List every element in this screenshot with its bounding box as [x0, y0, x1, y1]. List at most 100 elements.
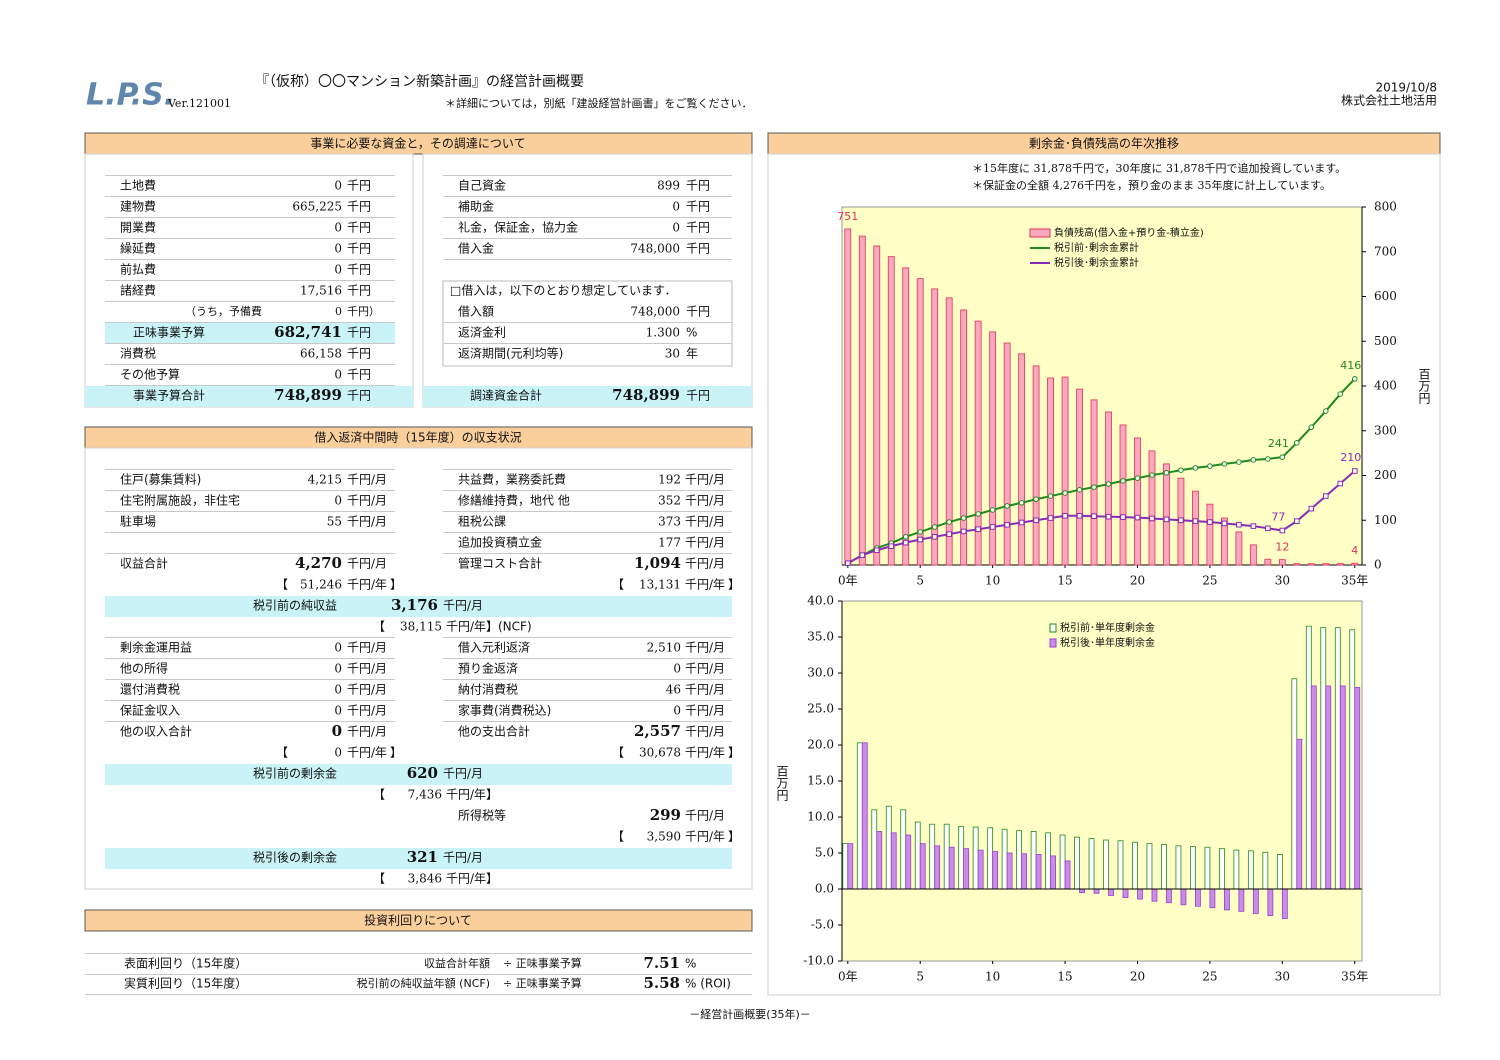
point: [975, 511, 981, 517]
annual-value: 13,131: [639, 578, 681, 592]
bar: [847, 843, 854, 890]
bar: [1235, 531, 1243, 566]
point: [1178, 467, 1184, 473]
row-unit: 千円/月: [347, 515, 387, 529]
section-heading: 剰余金･負債残高の年次推移: [1029, 136, 1179, 151]
annual-unit: 千円/年: [685, 578, 725, 592]
row-value: 2,557: [634, 722, 681, 740]
point: [931, 524, 938, 530]
point: [1120, 478, 1126, 484]
bar: [1267, 888, 1274, 917]
point: [931, 534, 938, 540]
bar: [842, 843, 849, 890]
point: [1062, 512, 1068, 519]
row-value: 17,516: [300, 284, 342, 298]
row-label: 開業費: [120, 220, 156, 235]
point: [1250, 457, 1257, 463]
bracket: 】(NCF): [486, 620, 532, 634]
row-unit: 千円/月: [685, 683, 725, 697]
bar: [1247, 850, 1254, 890]
point: [873, 547, 880, 554]
row-unit: 千円/月: [347, 662, 387, 676]
row-value: 0: [334, 641, 342, 655]
row-value: 748,000: [630, 242, 680, 256]
row-unit: 千円/月: [685, 536, 725, 550]
row-value: 0: [334, 368, 342, 382]
bracket: 】: [486, 788, 498, 802]
row-unit: 千円/月: [443, 851, 483, 865]
row-value: 55: [327, 515, 342, 529]
y-tick-label: -5.0: [811, 918, 834, 932]
bar: [1307, 563, 1315, 566]
bar: [1351, 562, 1359, 566]
row-unit: 千円: [686, 305, 710, 319]
row-label: 共益費，業務委託費: [458, 472, 566, 487]
row-value: 352: [658, 494, 681, 508]
bar: [1045, 832, 1051, 890]
bar: [945, 297, 953, 566]
point: [1279, 454, 1286, 460]
row-unit: 千円/月: [685, 473, 725, 487]
row-label: 土地費: [120, 178, 156, 193]
yield-op: ÷ 正味事業予算: [503, 956, 582, 970]
x-tick-label: 30: [1275, 574, 1290, 588]
row-label: 保証金収入: [120, 703, 180, 718]
row-label: 調達資金合計: [470, 388, 542, 403]
x-tick-label: 35年: [1341, 574, 1368, 588]
bar: [1122, 888, 1129, 899]
legend-label: 税引後･単年度剰余金: [1060, 636, 1155, 649]
row-value: 0: [673, 704, 681, 718]
bar: [974, 320, 982, 566]
bar: [1035, 854, 1042, 890]
bar: [1047, 377, 1054, 566]
bar: [1296, 738, 1303, 890]
point: [1091, 513, 1097, 520]
annual-unit: 千円/年: [685, 830, 725, 844]
row-unit: 千円: [347, 284, 371, 298]
row-label: 他の支出合計: [458, 724, 530, 739]
chart-note: ＊15年度に 31,878千円で，30年度に 31,878千円で追加投資していま…: [972, 161, 1346, 175]
row-value: 0: [334, 263, 342, 277]
bar: [934, 845, 941, 890]
bar: [1223, 888, 1230, 911]
bracket: 【: [612, 830, 624, 844]
row-unit: 千円/月: [347, 683, 387, 697]
bar: [1134, 437, 1141, 566]
point: [1105, 481, 1112, 487]
row-label: 管理コスト合計: [458, 556, 542, 571]
point: [1322, 493, 1329, 499]
row-value: 321: [407, 848, 438, 866]
yield-unit: % (ROI): [685, 977, 731, 991]
bar: [963, 848, 970, 890]
bar: [1325, 685, 1332, 890]
point: [917, 536, 924, 543]
row-unit: 千円/月: [347, 641, 387, 655]
bar: [1175, 845, 1182, 890]
company: 株式会社土地活用: [1341, 93, 1437, 108]
point: [1149, 515, 1155, 522]
point: [1033, 517, 1039, 524]
bar: [1090, 399, 1098, 566]
annual-unit: 千円/年: [347, 746, 387, 760]
loan-box: [442, 280, 733, 367]
bar: [1151, 888, 1158, 902]
yield-unit: %: [685, 957, 696, 971]
row-value: 4,270: [295, 554, 342, 572]
yield-label: 表面利回り（15年度）: [124, 956, 247, 971]
row-unit: 千円: [347, 368, 371, 382]
row-value: 177: [658, 536, 681, 550]
bar: [916, 278, 924, 566]
bar: [1180, 888, 1187, 906]
y-tick-label: 35.0: [807, 630, 834, 644]
y-tick-label: 0: [1374, 558, 1382, 572]
point: [960, 528, 967, 535]
row-label: 礼金，保証金，協力金: [458, 220, 578, 235]
row-value: 373: [658, 515, 681, 529]
row-unit: 千円: [347, 242, 371, 256]
legend-label: 負債残高(借入金+預り金-積立金): [1054, 226, 1204, 239]
bar: [1148, 450, 1156, 566]
row-label: 納付消費税: [458, 682, 518, 697]
bar: [977, 849, 984, 890]
row-unit: %: [686, 326, 697, 340]
bar: [1108, 888, 1114, 896]
